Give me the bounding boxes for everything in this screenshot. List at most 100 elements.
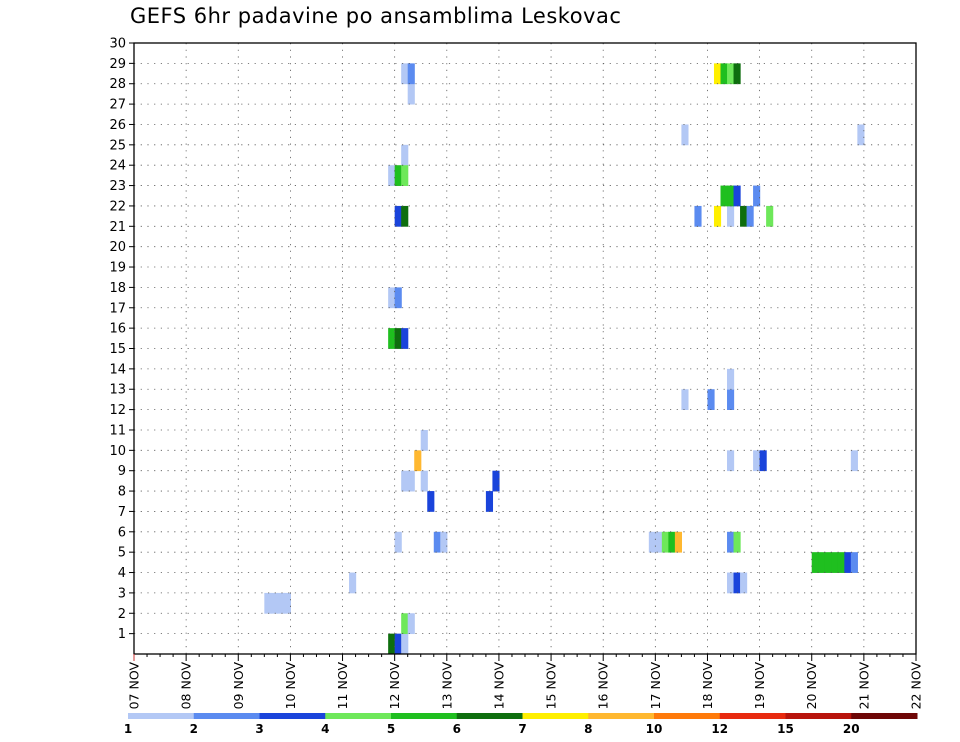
y-tick-label: 29: [109, 57, 126, 72]
precip-cell: [727, 389, 735, 410]
precip-cell: [401, 144, 409, 166]
y-tick-label: 5: [118, 546, 126, 561]
colorbar-label: 20: [843, 722, 860, 736]
precip-cell: [427, 491, 435, 512]
colorbar-swatch: [851, 713, 918, 719]
precip-cell: [401, 633, 409, 655]
colorbar-swatch: [719, 713, 786, 719]
precip-cell: [733, 531, 741, 553]
colorbar-label: 4: [321, 722, 329, 736]
precip-cell: [270, 592, 278, 614]
precip-cell: [831, 552, 839, 573]
precip-cell: [727, 450, 735, 472]
precip-cell: [668, 531, 676, 553]
y-tick-label: 10: [109, 444, 126, 459]
plot-frame: [133, 42, 917, 655]
precip-cell: [414, 450, 422, 472]
colorbar-label: 2: [190, 722, 198, 736]
precip-cell: [753, 185, 761, 207]
colorbar-swatch: [391, 713, 458, 719]
x-tick-label: 19 NOV: [752, 662, 767, 710]
x-tick-label: 07 NOV: [127, 662, 142, 710]
y-axis: 1234567891011121314151617181920212223242…: [109, 37, 134, 642]
precip-cell: [727, 531, 735, 553]
precip-cell: [661, 531, 669, 553]
y-tick-label: 18: [109, 281, 126, 296]
colorbar-label: 1: [124, 722, 132, 736]
colorbar-label: 12: [711, 722, 728, 736]
precip-cell: [420, 429, 428, 451]
x-tick-label: 16 NOV: [596, 662, 611, 710]
y-tick-label: 6: [118, 525, 126, 540]
precip-cell: [655, 531, 663, 553]
y-tick-label: 25: [109, 138, 126, 153]
colorbar-swatch: [259, 713, 326, 719]
x-tick-label: 18 NOV: [700, 662, 715, 710]
colorbar-swatch: [456, 713, 523, 719]
y-tick-label: 19: [109, 261, 126, 276]
x-tick-label: 21 NOV: [856, 662, 871, 710]
precip-cell: [388, 328, 396, 349]
precip-cell: [407, 83, 415, 105]
y-tick-label: 4: [118, 566, 126, 581]
colorbar-label: 3: [255, 722, 263, 736]
precip-cell: [727, 368, 735, 390]
y-tick-label: 13: [109, 383, 126, 398]
precip-cell: [485, 491, 494, 512]
precip-cell: [713, 205, 722, 227]
y-tick-label: 15: [109, 342, 126, 357]
precip-cell: [394, 633, 402, 655]
precip-cell: [674, 531, 682, 553]
y-tick-label: 24: [109, 159, 126, 174]
precip-cell: [818, 552, 826, 573]
precip-cell: [740, 572, 748, 594]
precip-cell: [733, 185, 741, 207]
y-tick-label: 11: [109, 423, 126, 438]
precip-cell: [394, 287, 402, 309]
colorbar-label: 8: [584, 722, 592, 736]
precip-cell: [433, 531, 441, 553]
precip-cell: [824, 552, 832, 573]
precip-cell: [727, 63, 735, 85]
precip-cell: [349, 572, 357, 594]
colorbar-label: 7: [518, 722, 526, 736]
precip-cell: [720, 185, 728, 207]
colorbar-swatch: [522, 713, 589, 719]
precip-cell: [401, 205, 409, 227]
x-tick-label: 13 NOV: [439, 662, 454, 710]
grid-lines: [134, 43, 916, 654]
precip-cell: [681, 124, 689, 146]
precip-cell: [407, 613, 415, 635]
y-tick-label: 30: [109, 37, 126, 52]
colorbar-label: 10: [646, 722, 663, 736]
precip-cell: [713, 63, 722, 85]
precip-cell: [733, 63, 741, 85]
x-tick-label: 09 NOV: [231, 662, 246, 710]
y-tick-label: 23: [109, 179, 126, 194]
x-tick-label: 15 NOV: [544, 662, 559, 710]
colorbar-swatch: [654, 713, 721, 719]
y-tick-label: 20: [109, 240, 126, 255]
precip-cell: [759, 450, 767, 472]
precip-cell: [733, 572, 741, 594]
y-tick-label: 8: [118, 485, 126, 500]
precip-cell: [844, 552, 852, 573]
precip-cell: [277, 592, 285, 614]
precip-cell: [388, 165, 396, 186]
precip-cells: [264, 63, 865, 655]
x-tick-label: 10 NOV: [283, 662, 298, 710]
precip-cell: [401, 470, 409, 492]
precip-cell: [648, 531, 656, 553]
colorbar-label: 5: [387, 722, 395, 736]
x-tick-label: 11 NOV: [335, 662, 350, 710]
precip-cell: [727, 185, 735, 207]
x-tick-label: 17 NOV: [648, 662, 663, 710]
precip-cell: [394, 328, 402, 349]
precip-cell: [401, 165, 409, 186]
y-tick-label: 27: [109, 98, 126, 113]
y-tick-label: 17: [109, 301, 126, 316]
precip-cell: [766, 205, 774, 227]
y-tick-label: 1: [118, 627, 126, 642]
precip-cell: [440, 531, 448, 553]
